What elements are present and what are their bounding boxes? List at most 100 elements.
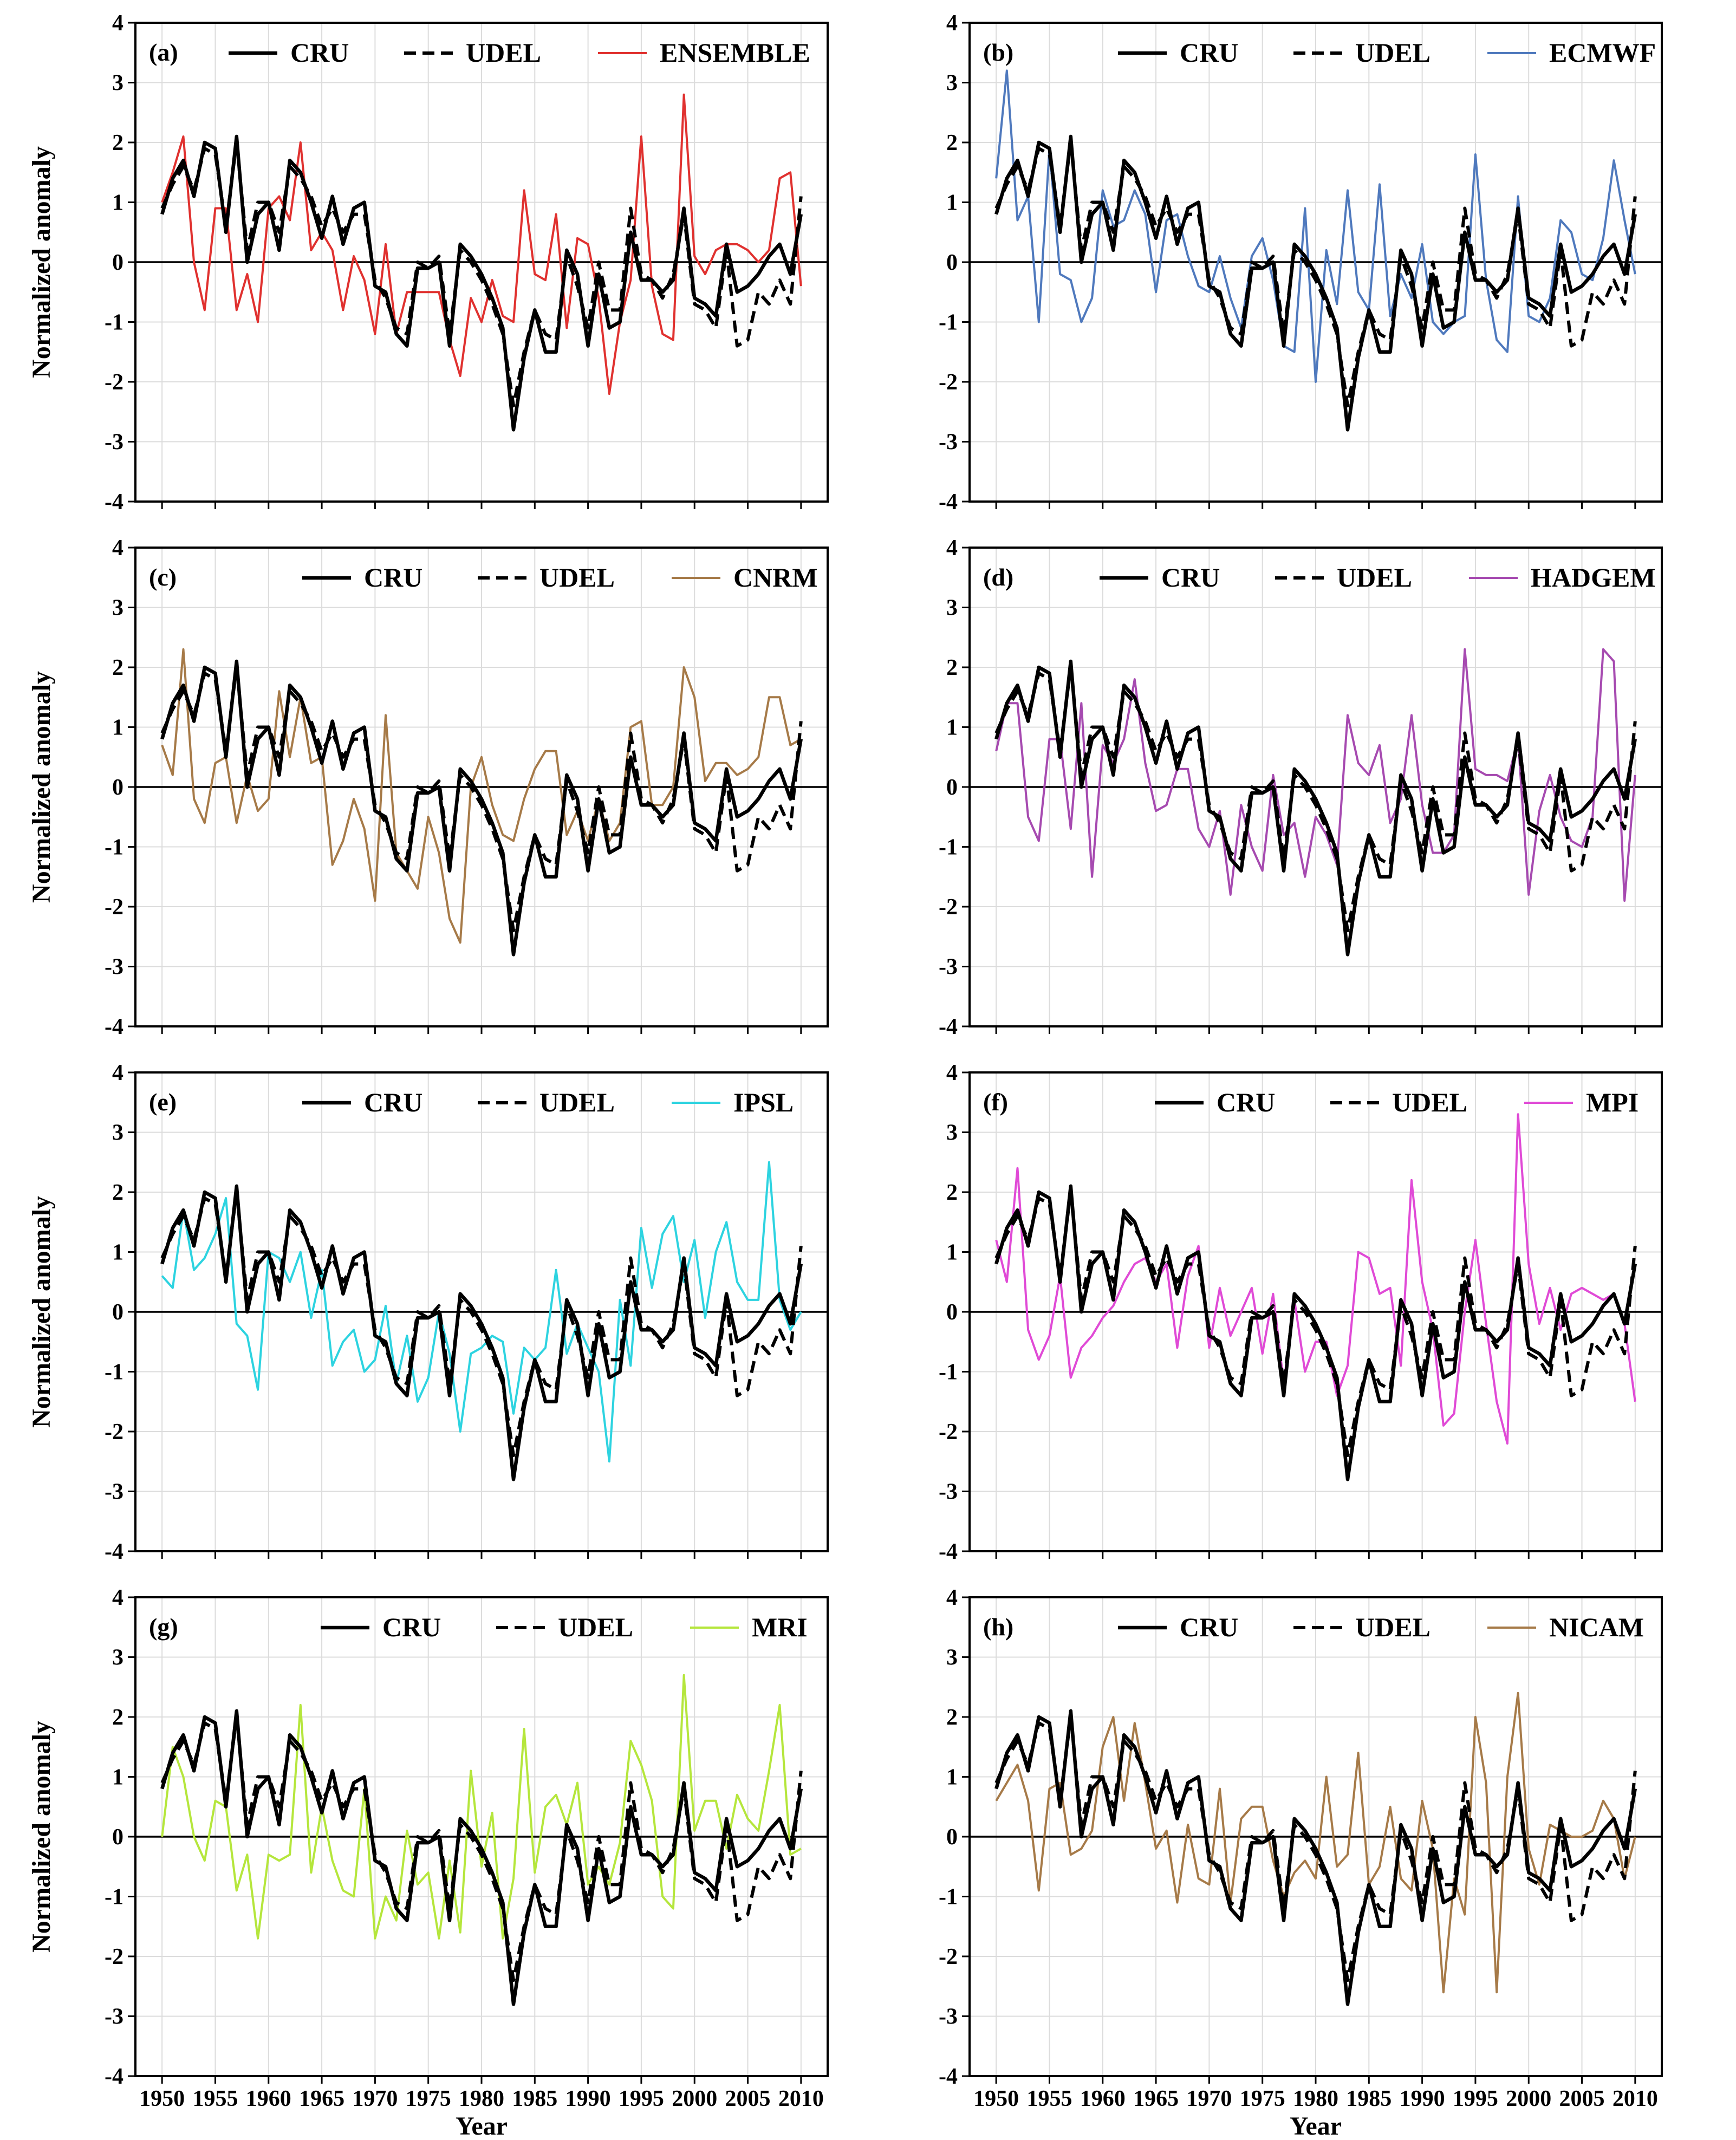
y-tick-label: 3 xyxy=(946,1121,958,1146)
legend-label-nicam: NICAM xyxy=(1549,1612,1644,1642)
y-tick-label: 1 xyxy=(112,191,123,216)
legend-label-cru: CRU xyxy=(1180,1612,1238,1642)
legend-label-cru: CRU xyxy=(364,1087,422,1117)
y-tick-label: -2 xyxy=(105,1944,123,1969)
y-tick-label: -4 xyxy=(105,2064,123,2089)
y-tick-label: 3 xyxy=(112,71,123,96)
y-tick-label: 0 xyxy=(946,775,958,800)
y-tick-label: -4 xyxy=(105,490,123,515)
series-line-mri xyxy=(161,1674,802,1940)
x-tick-label: 1990 xyxy=(565,2086,611,2111)
x-tick-label: 1980 xyxy=(459,2086,504,2111)
y-tick-label: -2 xyxy=(939,370,958,395)
legend-label-cru: CRU xyxy=(364,562,422,593)
y-tick-label: 2 xyxy=(112,1180,123,1205)
y-tick-label: 4 xyxy=(112,11,123,36)
y-tick-label: -3 xyxy=(939,430,958,455)
y-tick-label: -4 xyxy=(105,1539,123,1564)
x-tick-label: 2000 xyxy=(672,2086,717,2111)
y-tick-label: -2 xyxy=(105,895,123,920)
legend-label-hadgem: HADGEM xyxy=(1531,562,1656,593)
y-tick-label: -2 xyxy=(939,1944,958,1969)
y-tick-label: 4 xyxy=(946,1585,958,1610)
legend-label-cnrm: CNRM xyxy=(733,562,818,593)
y-tick-label: 0 xyxy=(112,1825,123,1850)
series-line-cru xyxy=(160,659,803,957)
chart-panel-d: 4 3 2 1 0 -1 -2 -3 -4 (d) CRU UDEL HADGEM xyxy=(939,536,1663,1039)
legend-label-ipsl: IPSL xyxy=(733,1087,794,1117)
series-line-cru xyxy=(160,134,803,432)
x-tick-label: 1975 xyxy=(1240,2086,1285,2111)
x-tick-label: 1985 xyxy=(1346,2086,1392,2111)
legend: CRU UDEL ECMWF xyxy=(1118,37,1656,68)
legend: CRU UDEL NICAM xyxy=(1118,1612,1644,1642)
y-tick-label: 2 xyxy=(946,1180,958,1205)
y-tick-label: 4 xyxy=(946,536,958,561)
x-tick-label: 1950 xyxy=(139,2086,185,2111)
y-tick-label: -3 xyxy=(105,1480,123,1505)
legend-label-mri: MRI xyxy=(752,1612,808,1642)
series-line-cru xyxy=(160,1184,803,1481)
y-tick-label: -1 xyxy=(105,835,123,860)
panel-label: (c) xyxy=(149,563,177,591)
y-tick-label: -2 xyxy=(105,370,123,395)
y-tick-label: 4 xyxy=(112,1585,123,1610)
chart-panel-h: 4 3 2 1 0 -1 -2 -3 -4 1950 1955 1960 1965 1970 1975 198… xyxy=(939,1585,1663,2140)
y-tick-label: -2 xyxy=(939,1420,958,1445)
y-tick-label: 1 xyxy=(946,715,958,740)
y-tick-label: 0 xyxy=(112,250,123,275)
chart-panel-g: 4 3 2 1 0 -1 -2 -3 -4 1950 1955 1960 1965 1970 1975 198… xyxy=(27,1585,829,2140)
x-tick-label: 1995 xyxy=(619,2086,664,2111)
y-tick-label: -4 xyxy=(939,490,958,515)
y-tick-label: 3 xyxy=(946,1645,958,1670)
y-tick-label: 3 xyxy=(112,1645,123,1670)
y-tick-label: 2 xyxy=(112,655,123,680)
y-tick-label: -2 xyxy=(105,1420,123,1445)
y-tick-label: 0 xyxy=(946,1300,958,1325)
y-tick-label: -4 xyxy=(939,1014,958,1039)
y-tick-label: -3 xyxy=(939,2005,958,2030)
y-tick-label: -1 xyxy=(105,310,123,335)
y-tick-label: -1 xyxy=(939,310,958,335)
legend-label-udel: UDEL xyxy=(466,37,541,68)
panel-label: (d) xyxy=(983,563,1013,591)
series-line-mpi xyxy=(995,1113,1636,1445)
series-line-cru xyxy=(994,134,1637,432)
legend-label-ecmwf: ECMWF xyxy=(1549,37,1656,68)
x-tick-label: 1955 xyxy=(192,2086,238,2111)
legend: CRU UDEL HADGEM xyxy=(1100,562,1656,593)
y-tick-label: 0 xyxy=(112,775,123,800)
legend-label-udel: UDEL xyxy=(558,1612,633,1642)
y-tick-label: 4 xyxy=(112,536,123,561)
y-tick-label: -3 xyxy=(105,2005,123,2030)
x-tick-label: 2010 xyxy=(1613,2086,1658,2111)
chart-panel-c: 4 3 2 1 0 -1 -2 -3 -4 Normalized anomaly (c) CRU UDE… xyxy=(27,536,829,1039)
series-line-ecmwf xyxy=(995,69,1636,383)
y-axis-title: Normalized anomaly xyxy=(27,1196,56,1428)
panel-label: (f) xyxy=(983,1088,1008,1116)
x-tick-label: 2010 xyxy=(778,2086,824,2111)
y-tick-label: -3 xyxy=(939,1480,958,1505)
legend: CRU UDEL MPI xyxy=(1155,1087,1639,1117)
series-line-cru xyxy=(994,1709,1637,2006)
y-tick-label: 4 xyxy=(946,1061,958,1085)
y-tick-label: 2 xyxy=(112,131,123,155)
legend-label-cru: CRU xyxy=(382,1612,441,1642)
series-line-cru xyxy=(160,1709,803,2006)
y-axis-title: Normalized anomaly xyxy=(27,1721,56,1953)
y-tick-label: 0 xyxy=(946,1825,958,1850)
legend-label-udel: UDEL xyxy=(1355,1612,1431,1642)
x-axis-title: Year xyxy=(456,2112,508,2140)
legend: CRU UDEL CNRM xyxy=(302,562,818,593)
y-tick-label: 4 xyxy=(946,11,958,36)
x-tick-label: 1970 xyxy=(1186,2086,1232,2111)
y-tick-label: 2 xyxy=(946,1705,958,1730)
y-tick-label: 2 xyxy=(946,131,958,155)
legend-label-ensemble: ENSEMBLE xyxy=(660,37,810,68)
x-tick-label: 2005 xyxy=(1559,2086,1605,2111)
x-tick-label: 1960 xyxy=(1080,2086,1126,2111)
x-tick-label: 1950 xyxy=(973,2086,1019,2111)
y-tick-label: -1 xyxy=(939,1360,958,1385)
y-tick-label: -4 xyxy=(939,2064,958,2089)
